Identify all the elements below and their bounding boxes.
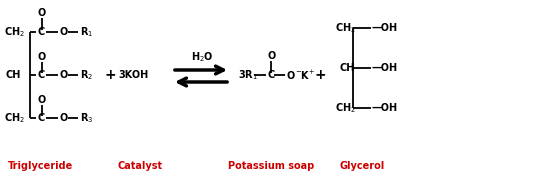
Text: R$_1$: R$_1$	[80, 25, 93, 39]
Text: O: O	[60, 27, 68, 37]
Text: —OH: —OH	[372, 63, 398, 73]
Text: CH$_2$: CH$_2$	[4, 25, 25, 39]
Text: O: O	[38, 8, 46, 18]
Text: CH: CH	[339, 63, 354, 73]
Text: K$^+$: K$^+$	[300, 68, 316, 81]
Text: O$^-$: O$^-$	[286, 69, 302, 81]
Text: C: C	[267, 70, 274, 80]
Text: +: +	[315, 68, 327, 82]
Text: 3KOH: 3KOH	[118, 70, 148, 80]
Text: R$_3$: R$_3$	[80, 111, 94, 125]
Text: +: +	[105, 68, 117, 82]
Text: Glycerol: Glycerol	[340, 161, 385, 171]
Text: CH$_2$: CH$_2$	[4, 111, 25, 125]
Text: O: O	[60, 70, 68, 80]
Text: Triglyceride: Triglyceride	[8, 161, 73, 171]
Text: C: C	[37, 70, 44, 80]
Text: —OH: —OH	[372, 23, 398, 33]
Text: 3R$_1$: 3R$_1$	[238, 68, 258, 82]
Text: CH$_2$: CH$_2$	[335, 101, 356, 115]
Text: O: O	[38, 95, 46, 105]
Text: R$_2$: R$_2$	[80, 68, 93, 82]
Text: O: O	[267, 51, 275, 61]
Text: O: O	[60, 113, 68, 123]
Text: —OH: —OH	[372, 103, 398, 113]
Text: CH$_2$: CH$_2$	[335, 21, 356, 35]
Text: C: C	[37, 113, 44, 123]
Text: C: C	[37, 27, 44, 37]
Text: Potassium soap: Potassium soap	[228, 161, 314, 171]
Text: CH: CH	[5, 70, 20, 80]
Text: Catalyst: Catalyst	[118, 161, 163, 171]
Text: H$_2$O: H$_2$O	[191, 50, 213, 64]
Text: O: O	[38, 52, 46, 62]
